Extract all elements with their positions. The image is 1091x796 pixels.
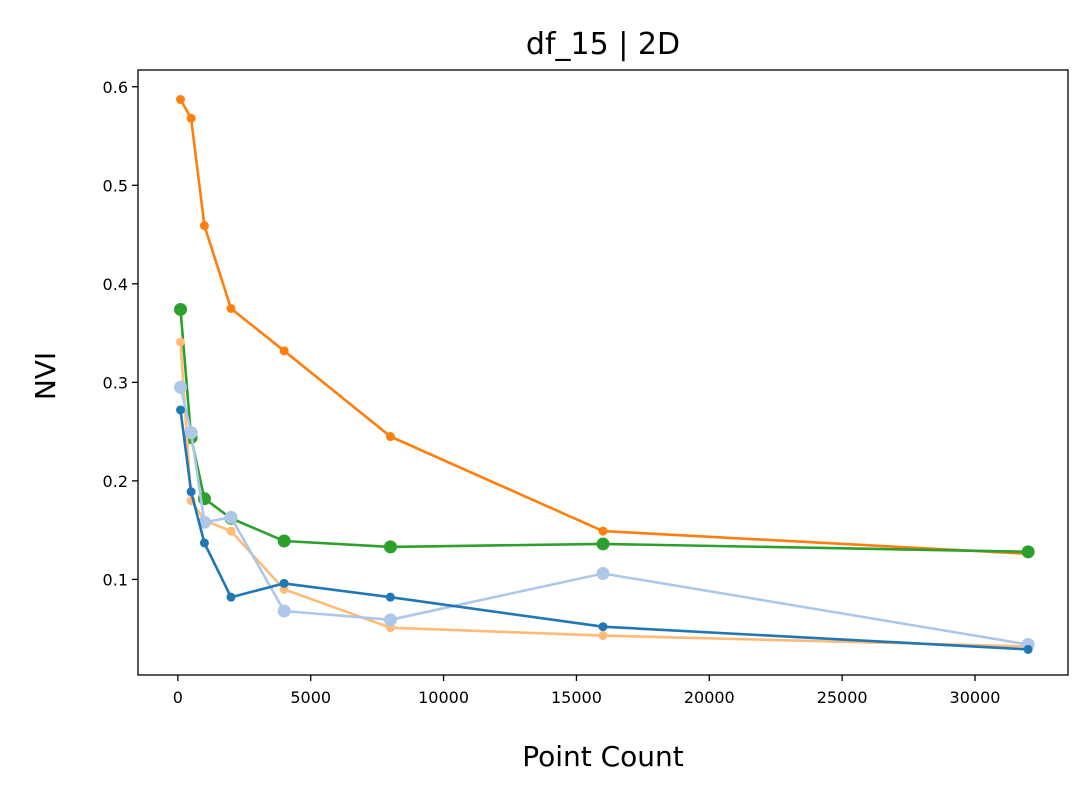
data-point [1021,545,1035,559]
series-4 [176,405,1033,654]
data-point [184,426,198,440]
chart-title: df_15 | 2D [526,27,680,62]
plot-frame [137,69,1069,676]
data-point [598,631,608,641]
x-axis-label: Point Count [522,740,684,773]
data-point [186,487,196,497]
plot-series [174,95,1035,654]
x-tick-label: 20000 [684,688,735,707]
data-point [279,578,289,588]
data-point [385,592,395,602]
data-point [383,613,397,627]
axis-ticks: 0 5000 10000 15000 20000 25000 30000 0.1 0.2 0.3 0… [103,78,1001,707]
data-point [176,95,186,105]
y-tick-label: 0.3 [103,373,128,392]
data-point [224,510,238,524]
data-point [186,113,196,123]
series-line [179,309,1029,554]
x-tick-label: 15000 [551,688,602,707]
data-point [176,405,186,415]
x-tick-label: 25000 [817,688,868,707]
data-point [174,302,188,316]
data-point [279,346,289,356]
data-point [1023,644,1033,654]
series-line [179,387,1029,646]
y-tick-label: 0.6 [103,78,128,97]
data-point [176,337,186,347]
x-tick-label: 0 [173,688,183,707]
series-0 [176,95,1033,559]
x-tick-label: 5000 [290,688,331,707]
series-2 [176,337,1033,651]
y-tick-label: 0.2 [103,472,128,491]
data-point [226,592,236,602]
data-point [596,537,610,551]
x-tick-label: 30000 [950,688,1001,707]
data-point [174,380,188,394]
y-tick-label: 0.1 [103,570,128,589]
data-point [596,567,610,581]
y-axis-label: NVI [29,352,62,400]
series-line [179,409,1029,651]
series-1 [174,302,1035,559]
data-point [277,534,291,548]
x-tick-label: 10000 [418,688,469,707]
data-point [226,526,236,536]
series-3 [174,380,1035,651]
data-point [226,303,236,313]
y-tick-label: 0.5 [103,176,128,195]
data-point [385,432,395,442]
data-point [277,604,291,618]
series-line [179,341,1029,648]
data-point [199,538,209,548]
data-point [598,526,608,536]
series-line [179,98,1029,556]
data-point [598,622,608,632]
y-tick-label: 0.4 [103,275,128,294]
data-point [383,540,397,554]
data-point [199,221,209,231]
